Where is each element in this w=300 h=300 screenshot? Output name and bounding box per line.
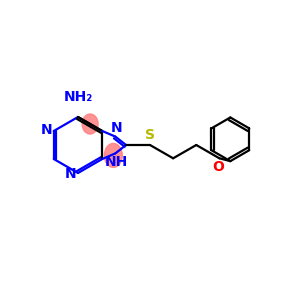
Text: N: N (110, 121, 122, 135)
Text: NH₂: NH₂ (63, 90, 93, 104)
Ellipse shape (82, 114, 98, 134)
Text: NH: NH (105, 155, 128, 170)
Text: S: S (145, 128, 155, 142)
Text: N: N (65, 167, 77, 181)
Text: O: O (212, 160, 224, 174)
Ellipse shape (104, 143, 122, 167)
Text: N: N (41, 123, 52, 137)
